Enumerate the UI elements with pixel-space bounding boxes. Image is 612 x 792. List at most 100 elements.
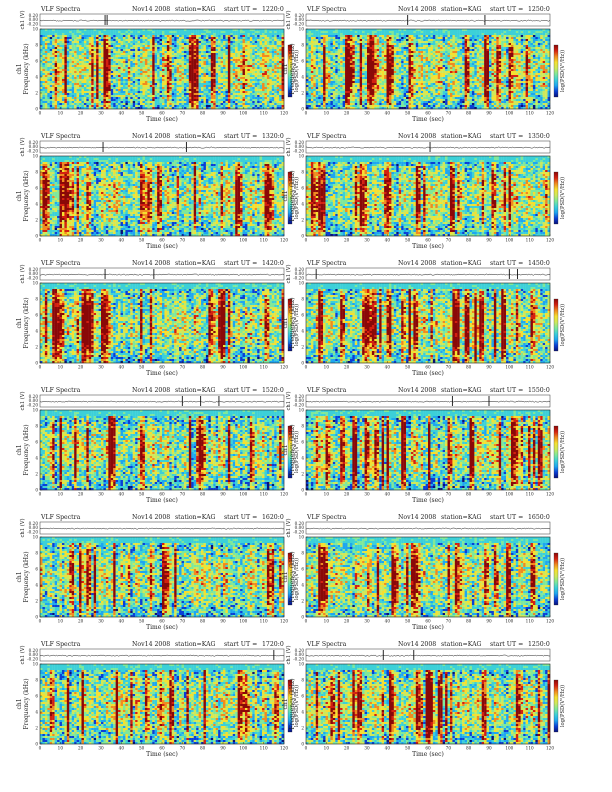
wave-ylabel: ch1 (V) [285,519,292,538]
x-tick-label: 10 [324,238,330,243]
x-tick-label: 30 [98,492,104,497]
x-tick-label: 70 [180,365,186,370]
x-tick-label: 10 [58,746,64,751]
y-tick-label: 6 [301,312,304,317]
x-tick-label: 100 [239,365,247,370]
panel-station: station=KAG [441,641,482,648]
x-tick-label: 80 [200,619,206,624]
panel-start-ut: 1650:0 [528,514,550,521]
x-tick-label: 40 [119,746,125,751]
x-tick-label: 20 [78,619,84,624]
spectrogram-panel-12: VLF Spectra Nov14 2008 station=KAG start UT… [282,641,566,758]
x-tick-label: 60 [425,238,431,243]
x-tick-label: 40 [119,238,125,243]
y-tick-label: 8 [35,169,38,174]
x-tick-label: 100 [239,238,247,243]
x-tick-label: 80 [200,365,206,370]
y-tick-label: 2 [301,725,304,730]
x-tick-label: 100 [239,492,247,497]
x-tick-label: 50 [405,619,411,624]
colorbar [554,45,558,97]
panel-start-ut: 1620:0 [262,514,284,521]
x-tick-label: 90 [220,365,226,370]
spectrogram-panel-8: VLF Spectra Nov14 2008 station=KAG start UT… [282,387,566,504]
spectrogram-panel-6: VLF Spectra Nov14 2008 station=KAG start UT… [282,260,566,377]
x-tick-label: 30 [98,365,104,370]
panel-title: VLF Spectra [40,133,81,140]
x-tick-label: 0 [305,746,308,751]
x-tick-label: 50 [405,746,411,751]
x-tick-label: 100 [505,492,513,497]
y-tick-label: 4 [35,328,38,333]
y-axis-channel-label: ch1 [282,190,289,201]
x-tick-label: 120 [280,746,288,751]
y-axis-label: Frequency (kHz) [289,424,296,475]
spectrogram-cells [306,410,550,490]
y-tick-label: 10 [33,534,39,539]
y-tick-label: 4 [301,709,304,714]
x-tick-label: 0 [305,238,308,243]
wave-ylabel: ch1 (V) [19,392,26,411]
panel-start-ut: 1250:0 [528,6,550,13]
y-tick-label: 2 [35,725,38,730]
colorbar [554,299,558,351]
x-axis-label: Time (sec) [412,624,444,631]
y-axis-channel-label: ch1 [282,317,289,328]
spectrogram-cells [40,156,284,236]
x-tick-label: 0 [305,492,308,497]
wave-ylabel: ch1 (V) [285,392,292,411]
x-tick-label: 70 [180,238,186,243]
y-tick-label: 10 [33,407,39,412]
y-tick-label: 2 [301,90,304,95]
y-tick-label: 6 [35,58,38,63]
y-tick-label: 10 [33,661,39,666]
y-tick-label: 4 [301,582,304,587]
panel-start-prefix: start UT = [490,6,523,13]
x-tick-label: 120 [546,238,554,243]
x-tick-label: 30 [364,238,370,243]
x-tick-label: 30 [364,746,370,751]
x-tick-label: 10 [324,746,330,751]
y-tick-label: 4 [301,201,304,206]
y-tick-label: 4 [301,74,304,79]
x-tick-label: 10 [58,111,64,116]
x-tick-label: 30 [98,111,104,116]
y-tick-label: 10 [33,26,39,31]
x-tick-label: 30 [98,619,104,624]
y-axis-channel-label: ch1 [282,444,289,455]
y-axis-label: Frequency (kHz) [289,678,296,729]
panel-start-ut: 1220:0 [262,6,284,13]
y-tick-label: 2 [35,471,38,476]
panel-date: Nov14 2008 [132,514,170,521]
x-tick-label: 20 [344,746,350,751]
x-axis-label: Time (sec) [412,243,444,250]
x-tick-label: 0 [39,619,42,624]
x-tick-label: 10 [58,238,64,243]
colorbar [554,553,558,605]
x-tick-label: 0 [305,619,308,624]
x-tick-label: 90 [486,111,492,116]
spectrogram-cells [40,29,284,109]
panel-station: station=KAG [441,133,482,140]
y-tick-label: 2 [301,344,304,349]
x-tick-label: 90 [220,492,226,497]
panel-station: station=KAG [441,387,482,394]
waveform-frame [40,141,284,153]
x-tick-label: 120 [546,365,554,370]
x-tick-label: 120 [546,746,554,751]
x-tick-label: 100 [505,365,513,370]
x-tick-label: 0 [39,492,42,497]
panel-station: station=KAG [175,6,216,13]
y-tick-label: 8 [301,42,304,47]
spectrogram-cells [306,156,550,236]
x-tick-label: 110 [526,238,534,243]
panel-station: station=KAG [175,387,216,394]
spectrogram-cells [40,664,284,744]
wave-ylabel: ch1 (V) [285,646,292,665]
x-tick-label: 70 [446,111,452,116]
x-tick-label: 40 [119,111,125,116]
x-axis-label: Time (sec) [146,243,178,250]
y-tick-label: 10 [299,153,305,158]
x-tick-label: 30 [98,746,104,751]
panel-start-ut: 1250:0 [528,641,550,648]
